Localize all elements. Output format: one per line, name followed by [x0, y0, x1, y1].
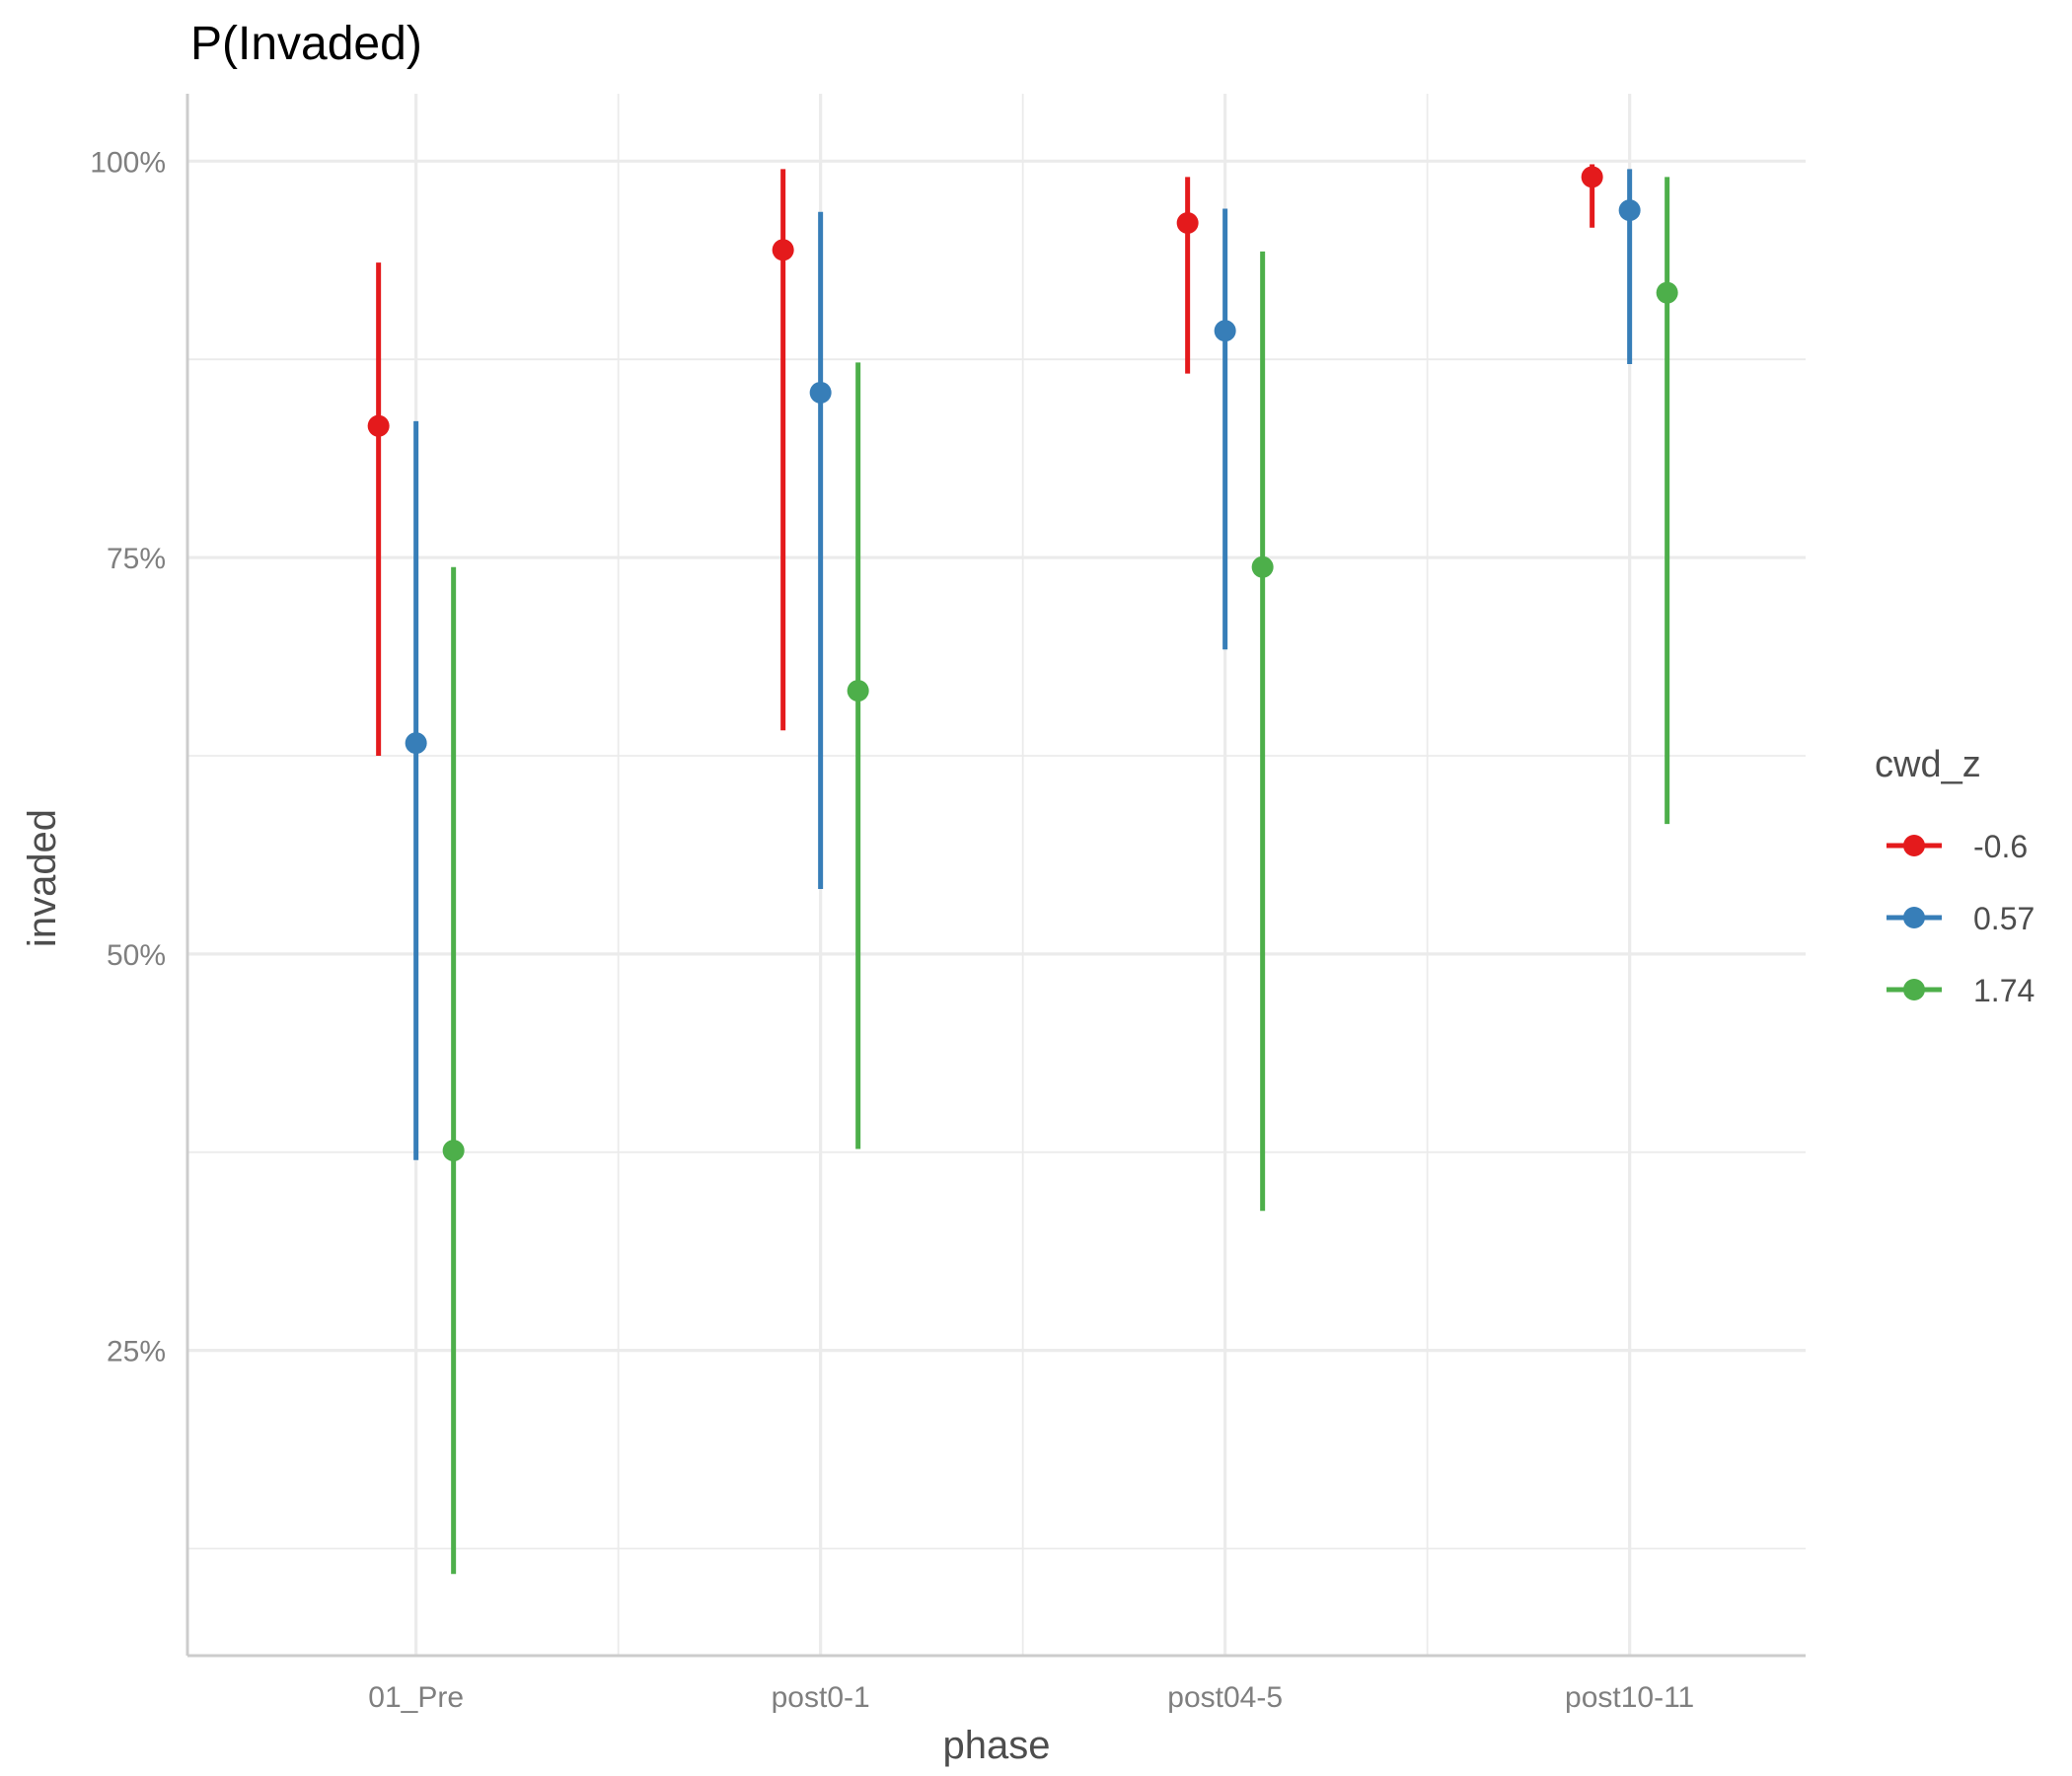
x-tick-label: post04-5 — [1167, 1681, 1283, 1714]
x-tick-label: post10-11 — [1565, 1681, 1694, 1714]
legend-label: 0.57 — [1973, 901, 2035, 936]
legend: cwd_z -0.6 0.57 1.74 — [1875, 744, 2035, 1008]
legend-title: cwd_z — [1875, 744, 1981, 785]
chart-title: P(Invaded) — [190, 18, 422, 70]
data-point — [1251, 555, 1274, 578]
y-tick-label: 25% — [107, 1336, 166, 1369]
y-tick-label: 50% — [107, 939, 166, 972]
axes — [185, 94, 1806, 1658]
y-tick-label: 100% — [90, 146, 166, 179]
x-axis-title: phase — [943, 1724, 1051, 1767]
data-point — [1581, 166, 1603, 188]
legend-key-point — [1903, 979, 1925, 1000]
data-point — [442, 1140, 465, 1162]
data-point — [772, 239, 794, 261]
legend-label: -0.6 — [1973, 829, 2028, 864]
data-point — [847, 680, 869, 703]
x-tick-label: 01_Pre — [368, 1681, 464, 1714]
marks — [367, 164, 1678, 1575]
tick-labels: 25% 50% 75% 100% 01_Pre post0-1 post04-5 post10… — [90, 146, 1694, 1714]
y-axis-title: invaded — [21, 809, 64, 947]
data-point — [1176, 211, 1199, 234]
data-point — [405, 732, 427, 755]
data-point — [809, 381, 832, 404]
legend-key-point — [1903, 835, 1925, 856]
grid — [187, 94, 1806, 1656]
data-point — [1618, 199, 1641, 222]
data-point — [1656, 281, 1678, 304]
legend-label: 1.74 — [1973, 973, 2035, 1008]
legend-key-point — [1903, 907, 1925, 928]
data-point — [367, 414, 390, 437]
data-point — [1214, 320, 1236, 342]
y-tick-label: 75% — [107, 543, 166, 575]
x-tick-label: post0-1 — [772, 1681, 870, 1714]
